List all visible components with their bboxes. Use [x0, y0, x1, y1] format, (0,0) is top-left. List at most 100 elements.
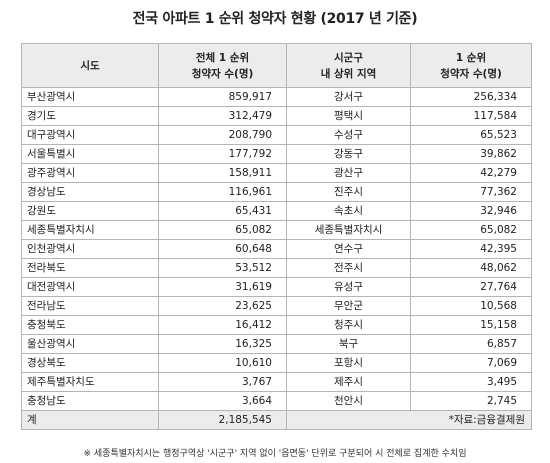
district-subscribers-cell: 65,523 — [410, 125, 532, 145]
top-district-cell: 천안시 — [286, 391, 411, 411]
total-row: 계 2,185,545 *자료:금융결제원 — [21, 410, 532, 430]
total-subscribers-cell: 3,767 — [158, 372, 287, 392]
header-district-line2: 내 상위 지역 — [320, 67, 377, 80]
top-district-cell: 속초시 — [286, 201, 411, 221]
header-district-subscribers: 1 순위 청약자 수(명) — [410, 43, 532, 88]
header-total-subscribers: 전체 1 순위 청약자 수(명) — [158, 43, 287, 88]
header-district-count-line2: 청약자 수(명) — [440, 67, 502, 80]
top-district-cell: 청주시 — [286, 315, 411, 335]
table-row: 대구광역시 208,790 수성구 65,523 — [21, 125, 532, 145]
total-subscribers-cell: 116,961 — [158, 182, 287, 202]
district-subscribers-cell: 42,395 — [410, 239, 532, 259]
table-row: 대전광역시 31,619 유성구 27,764 — [21, 277, 532, 297]
total-subscribers-cell: 60,648 — [158, 239, 287, 259]
province-cell: 인천광역시 — [21, 239, 159, 259]
total-subscribers-cell: 31,619 — [158, 277, 287, 297]
district-subscribers-cell: 10,568 — [410, 296, 532, 316]
top-district-cell: 포항시 — [286, 353, 411, 373]
header-district-count-line1: 1 순위 — [455, 51, 487, 64]
table-row: 충청북도 16,412 청주시 15,158 — [21, 315, 532, 335]
header-top-district: 시군구 내 상위 지역 — [286, 43, 411, 88]
top-district-cell: 강동구 — [286, 144, 411, 164]
header-province: 시도 — [21, 43, 159, 88]
top-district-cell: 유성구 — [286, 277, 411, 297]
province-cell: 부산광역시 — [21, 87, 159, 107]
header-province-label: 시도 — [80, 59, 100, 72]
table-row: 경상남도 116,961 진주시 77,362 — [21, 182, 532, 202]
district-subscribers-cell: 7,069 — [410, 353, 532, 373]
province-cell: 대전광역시 — [21, 277, 159, 297]
table-row: 전라북도 53,512 전주시 48,062 — [21, 258, 532, 278]
province-cell: 충청남도 — [21, 391, 159, 411]
table-row: 경기도 312,479 평택시 117,584 — [21, 106, 532, 126]
province-cell: 세종특별자치시 — [21, 220, 159, 240]
subscriber-table: 시도 전체 1 순위 청약자 수(명) 시군구 내 상위 지역 1 순위 청약자… — [21, 43, 532, 430]
table-row: 세종특별자치시 65,082 세종특별자치시 65,082 — [21, 220, 532, 240]
district-subscribers-cell: 65,082 — [410, 220, 532, 240]
top-district-cell: 세종특별자치시 — [286, 220, 411, 240]
province-cell: 경기도 — [21, 106, 159, 126]
top-district-cell: 제주시 — [286, 372, 411, 392]
district-subscribers-cell: 6,857 — [410, 334, 532, 354]
top-district-cell: 무안군 — [286, 296, 411, 316]
footnote: ※ 세종특별자치시는 행정구역상 '시군구' 지역 없이 '읍면동' 단위로 구… — [83, 449, 467, 459]
table-row: 서울특별시 177,792 강동구 39,862 — [21, 144, 532, 164]
total-subscribers-cell: 16,325 — [158, 334, 287, 354]
province-cell: 대구광역시 — [21, 125, 159, 145]
district-subscribers-cell: 48,062 — [410, 258, 532, 278]
province-cell: 제주특별자치도 — [21, 372, 159, 392]
district-subscribers-cell: 77,362 — [410, 182, 532, 202]
district-subscribers-cell: 39,862 — [410, 144, 532, 164]
table-row: 경상북도 10,610 포항시 7,069 — [21, 353, 532, 373]
top-district-cell: 평택시 — [286, 106, 411, 126]
table-row: 전라남도 23,625 무안군 10,568 — [21, 296, 532, 316]
district-subscribers-cell: 256,334 — [410, 87, 532, 107]
total-value: 2,185,545 — [158, 410, 287, 430]
total-subscribers-cell: 158,911 — [158, 163, 287, 183]
province-cell: 경상남도 — [21, 182, 159, 202]
source-note: *자료:금융결제원 — [286, 410, 532, 430]
district-subscribers-cell: 32,946 — [410, 201, 532, 221]
table-body: 부산광역시 859,917 강서구 256,334 경기도 312,479 평택시 117,5… — [21, 87, 532, 430]
total-subscribers-cell: 177,792 — [158, 144, 287, 164]
top-district-cell: 수성구 — [286, 125, 411, 145]
header-total-line1: 전체 1 순위 — [195, 51, 250, 64]
total-subscribers-cell: 10,610 — [158, 353, 287, 373]
district-subscribers-cell: 3,495 — [410, 372, 532, 392]
province-cell: 울산광역시 — [21, 334, 159, 354]
total-subscribers-cell: 859,917 — [158, 87, 287, 107]
district-subscribers-cell: 2,745 — [410, 391, 532, 411]
top-district-cell: 진주시 — [286, 182, 411, 202]
province-cell: 충청북도 — [21, 315, 159, 335]
total-subscribers-cell: 65,431 — [158, 201, 287, 221]
top-district-cell: 연수구 — [286, 239, 411, 259]
district-subscribers-cell: 27,764 — [410, 277, 532, 297]
total-subscribers-cell: 3,664 — [158, 391, 287, 411]
total-subscribers-cell: 23,625 — [158, 296, 287, 316]
total-subscribers-cell: 16,412 — [158, 315, 287, 335]
province-cell: 강원도 — [21, 201, 159, 221]
table-row: 인천광역시 60,648 연수구 42,395 — [21, 239, 532, 259]
top-district-cell: 광산구 — [286, 163, 411, 183]
top-district-cell: 강서구 — [286, 87, 411, 107]
top-district-cell: 전주시 — [286, 258, 411, 278]
table-row: 충청남도 3,664 천안시 2,745 — [21, 391, 532, 411]
header-district-line1: 시군구 — [334, 51, 363, 64]
table-row: 울산광역시 16,325 북구 6,857 — [21, 334, 532, 354]
top-district-cell: 북구 — [286, 334, 411, 354]
header-row: 시도 전체 1 순위 청약자 수(명) 시군구 내 상위 지역 1 순위 청약자… — [21, 43, 532, 88]
total-subscribers-cell: 65,082 — [158, 220, 287, 240]
province-cell: 서울특별시 — [21, 144, 159, 164]
district-subscribers-cell: 15,158 — [410, 315, 532, 335]
total-subscribers-cell: 53,512 — [158, 258, 287, 278]
district-subscribers-cell: 42,279 — [410, 163, 532, 183]
table-row: 부산광역시 859,917 강서구 256,334 — [21, 87, 532, 107]
province-cell: 광주광역시 — [21, 163, 159, 183]
total-subscribers-cell: 208,790 — [158, 125, 287, 145]
province-cell: 전라북도 — [21, 258, 159, 278]
total-subscribers-cell: 312,479 — [158, 106, 287, 126]
table-row: 광주광역시 158,911 광산구 42,279 — [21, 163, 532, 183]
province-cell: 전라남도 — [21, 296, 159, 316]
total-label: 계 — [21, 410, 159, 430]
province-cell: 경상북도 — [21, 353, 159, 373]
